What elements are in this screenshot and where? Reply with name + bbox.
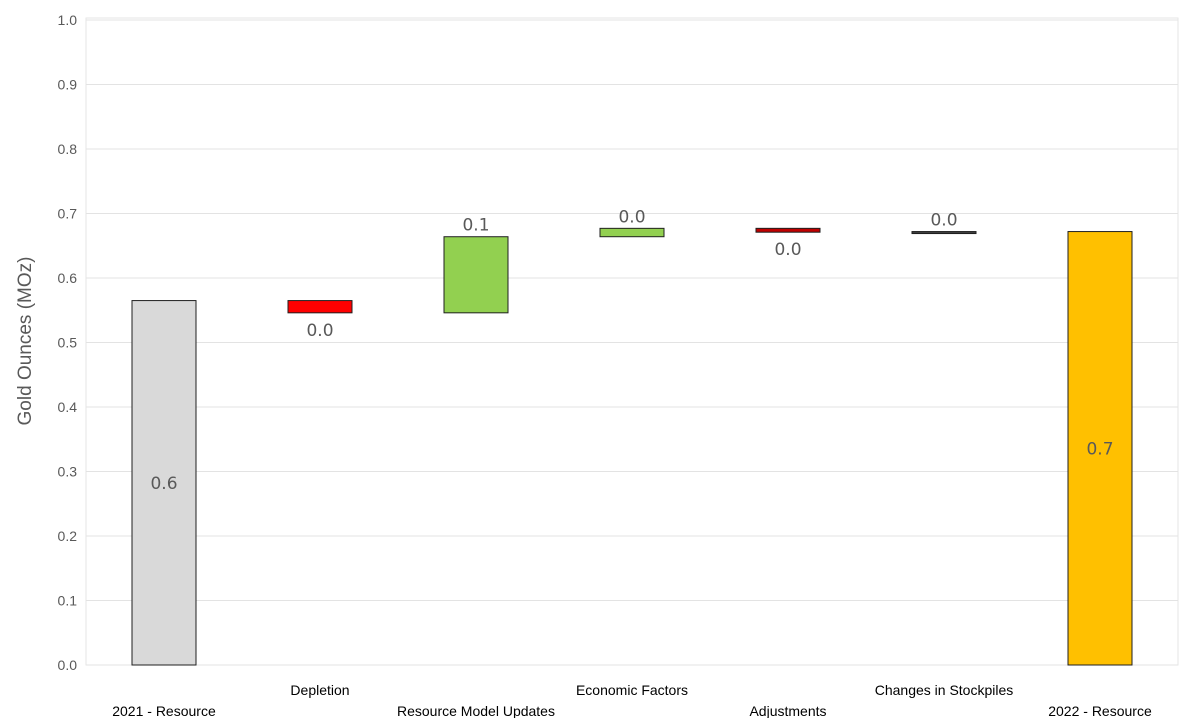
y-axis-label: Gold Ounces (MOz) (15, 257, 36, 426)
data-label: 0.6 (150, 474, 177, 494)
y-tick-label: 0.8 (58, 141, 78, 157)
bar (1067, 231, 1133, 666)
bar (755, 227, 821, 233)
bar (287, 300, 353, 314)
y-tick-label: 0.3 (58, 464, 78, 480)
category-label: 2021 - Resource (112, 703, 216, 718)
y-tick-label: 0.6 (58, 270, 78, 286)
y-tick-label: 0.4 (58, 399, 78, 415)
data-label: 0.0 (930, 211, 957, 231)
y-tick-label: 0.9 (58, 77, 78, 93)
data-label: 0.0 (306, 321, 333, 341)
bar (911, 231, 977, 235)
category-label: Economic Factors (576, 682, 688, 698)
y-tick-label: 0.5 (58, 335, 78, 351)
data-labels: 0.6 0.0 0.1 0.0 0.0 0.0 0.7 (150, 207, 1113, 493)
plot-area-border (85, 17, 1179, 666)
category-label: Adjustments (749, 703, 826, 718)
category-labels: 2021 - Resource Depletion Resource Model U… (112, 682, 1152, 718)
y-tick-label: 0.1 (58, 593, 78, 609)
y-tick-label: 0.7 (58, 206, 78, 222)
bar (131, 300, 197, 666)
bars (131, 227, 1133, 666)
y-tick-label: 0.0 (58, 657, 78, 673)
bar (599, 227, 665, 238)
gridlines (86, 19, 1178, 666)
data-label: 0.0 (774, 240, 801, 260)
category-label: Depletion (290, 682, 349, 698)
data-label: 0.7 (1086, 439, 1113, 459)
bar (443, 236, 509, 314)
category-label: 2022 - Resource (1048, 703, 1152, 718)
category-label: Changes in Stockpiles (875, 682, 1014, 698)
data-label: 0.1 (462, 216, 489, 236)
y-tick-label: 1.0 (58, 12, 78, 28)
category-label: Resource Model Updates (397, 703, 555, 718)
y-axis-ticks: 0.0 0.1 0.2 0.3 0.4 0.5 0.6 0.7 0.8 0.9 1.0 (58, 12, 78, 673)
y-tick-label: 0.2 (58, 528, 78, 544)
data-label: 0.0 (618, 207, 645, 227)
